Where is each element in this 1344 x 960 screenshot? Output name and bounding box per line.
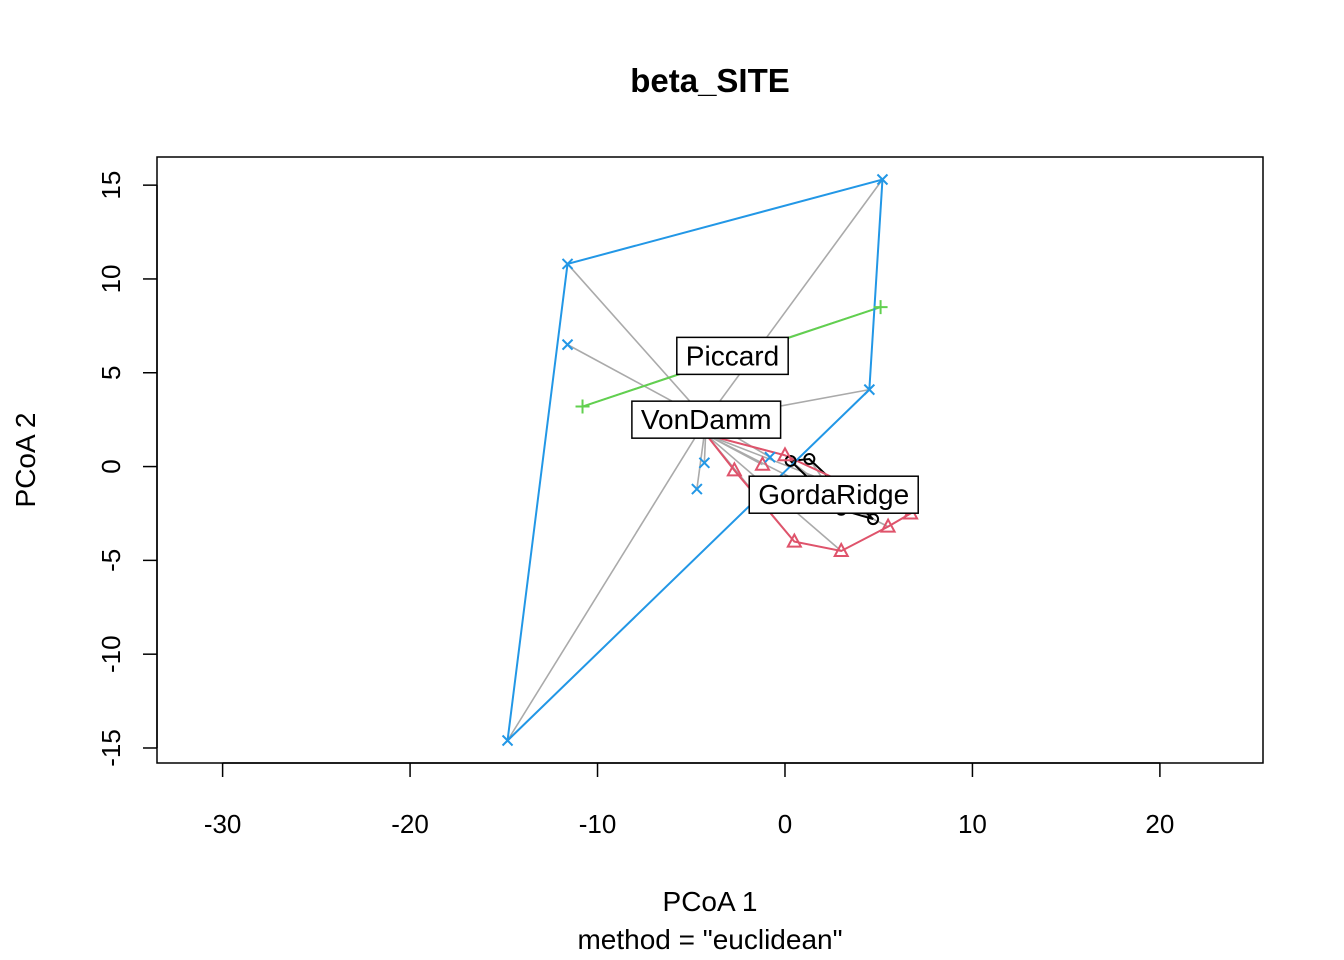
x-tick-label: -20 (391, 809, 429, 839)
group-label-piccard: Piccard (676, 336, 789, 376)
x-axis-label: PCoA 1 (663, 886, 758, 917)
point-vondamm (691, 483, 703, 495)
group-label-vondamm: VonDamm (631, 400, 782, 439)
point-gordaridge (867, 513, 880, 526)
label-text: GordaRidge (758, 479, 909, 510)
point-axial (776, 446, 794, 462)
x-tick-label: -10 (579, 809, 617, 839)
point-axial (754, 455, 771, 471)
hull-axial (703, 432, 913, 553)
point-axial (786, 532, 803, 548)
point-vondamm (561, 338, 574, 351)
x-tick-label: 0 (778, 809, 792, 839)
spider-line (566, 263, 707, 421)
point-axial (833, 541, 850, 557)
point-piccard (873, 300, 888, 315)
point-vondamm (501, 734, 514, 747)
group-label-gordaridge: GordaRidge (748, 475, 919, 514)
point-vondamm (561, 258, 574, 270)
label-text: VonDamm (641, 404, 772, 435)
x-axis: -30 -20 -10 0 10 20 (204, 762, 1174, 839)
point-axial (879, 517, 897, 533)
plot-area: Piccard VonDamm GordaRidge (501, 173, 919, 747)
point-vondamm (764, 451, 776, 463)
y-tick-label: -10 (96, 635, 126, 673)
label-text: Piccard (686, 340, 779, 371)
spider-line (506, 419, 707, 741)
label-box (676, 336, 789, 376)
y-tick-label: 5 (96, 366, 126, 380)
y-tick-label: 10 (96, 264, 126, 293)
label-box (631, 400, 782, 439)
chart-subtitle: method = "euclidean" (577, 924, 842, 955)
point-vondamm (876, 173, 889, 186)
label-box (748, 475, 919, 514)
point-gordaridge (803, 453, 816, 466)
plot-frame (156, 156, 1264, 764)
x-tick-label: -30 (204, 809, 242, 839)
y-axis: -15 -10 -5 0 5 10 15 (96, 171, 158, 767)
point-vondamm (698, 457, 711, 469)
chart-title: beta_SITE (630, 62, 790, 99)
spider-line (705, 179, 884, 421)
x-tick-label: 10 (958, 809, 987, 839)
point-piccard (575, 399, 590, 414)
point-axial (726, 461, 743, 477)
point-vondamm (863, 383, 876, 396)
y-tick-label: -5 (96, 549, 126, 572)
y-axis-label: PCoA 2 (10, 413, 41, 508)
hull-vondamm (506, 178, 884, 744)
y-tick-label: 0 (96, 459, 126, 473)
y-tick-label: 15 (96, 171, 126, 200)
x-tick-label: 20 (1145, 809, 1174, 839)
y-tick-label: -15 (96, 729, 126, 767)
